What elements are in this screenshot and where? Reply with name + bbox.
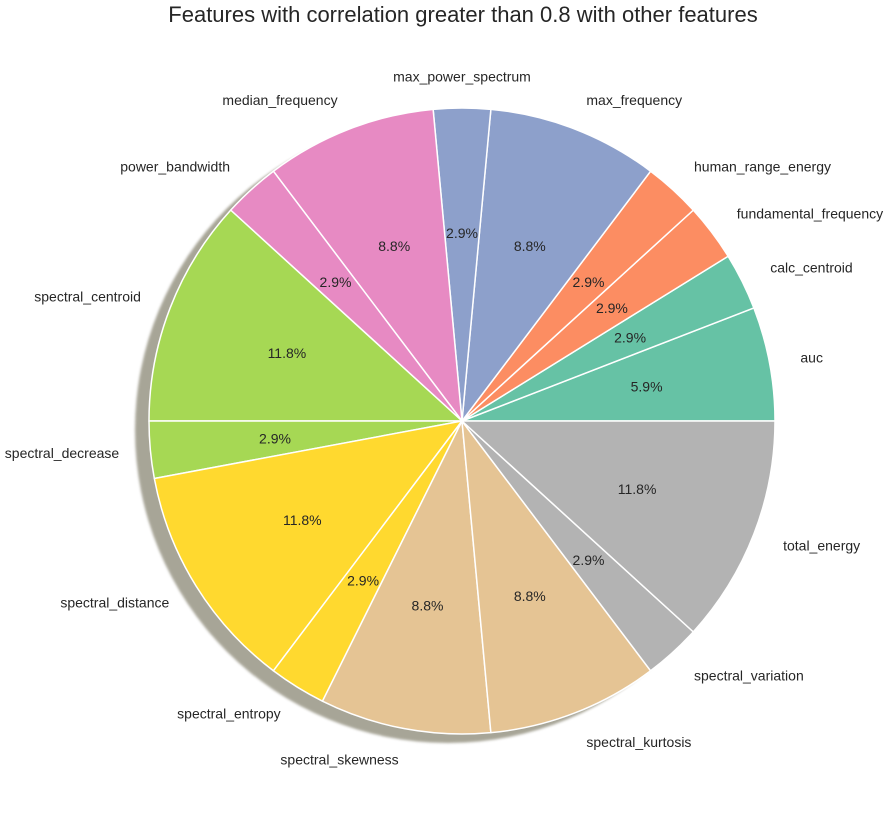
category-label-spectral-skewness: spectral_skewness bbox=[280, 751, 398, 767]
percent-label-spectral-entropy: 2.9% bbox=[347, 573, 379, 589]
percent-label-spectral-kurtosis: 8.8% bbox=[514, 588, 546, 604]
category-label-power-bandwidth: power_bandwidth bbox=[120, 159, 230, 175]
category-label-fundamental-frequency: fundamental_frequency bbox=[737, 206, 883, 222]
category-label-total-energy: total_energy bbox=[783, 537, 860, 553]
pie-slice-spectral-centroid bbox=[148, 209, 463, 422]
percent-labels: 5.9% 2.9% 2.9% 2.9% 8.8% 2.9% 8.8% 2.9% 11.8% 2.9… bbox=[259, 225, 663, 613]
percent-label-median-frequency: 8.8% bbox=[378, 238, 410, 254]
pie-slice-spectral-skewness bbox=[321, 420, 492, 735]
category-label-spectral-entropy: spectral_entropy bbox=[177, 706, 281, 722]
percent-label-human-range-energy: 2.9% bbox=[573, 274, 605, 290]
category-label-spectral-centroid: spectral_centroid bbox=[34, 289, 141, 305]
percent-label-calc-centroid: 2.9% bbox=[614, 329, 646, 345]
pie-slice-spectral-kurtosis bbox=[461, 420, 652, 734]
percent-label-max-frequency: 8.8% bbox=[514, 238, 546, 254]
percent-label-spectral-distance: 11.8% bbox=[283, 512, 322, 528]
percent-label-spectral-decrease: 2.9% bbox=[259, 430, 291, 446]
chart-title: Features with correlation greater than 0… bbox=[168, 2, 757, 27]
percent-label-total-energy: 11.8% bbox=[618, 481, 657, 497]
percent-label-fundamental-frequency: 2.9% bbox=[596, 300, 628, 316]
percent-label-auc: 5.9% bbox=[631, 379, 663, 395]
percent-label-spectral-skewness: 8.8% bbox=[412, 598, 444, 614]
category-label-human-range-energy: human_range_energy bbox=[694, 159, 831, 175]
pie-slice-median-frequency bbox=[272, 108, 463, 422]
category-label-spectral-decrease: spectral_decrease bbox=[5, 445, 120, 461]
category-label-median-frequency: median_frequency bbox=[222, 92, 337, 108]
percent-label-spectral-variation: 2.9% bbox=[573, 552, 605, 568]
category-label-spectral-variation: spectral_variation bbox=[694, 667, 804, 683]
category-label-auc: auc bbox=[800, 350, 823, 366]
percent-label-max-power-spectrum: 2.9% bbox=[446, 225, 478, 241]
category-label-calc-centroid: calc_centroid bbox=[770, 260, 853, 276]
category-labels: auc calc_centroid fundamental_frequency hum… bbox=[5, 69, 883, 768]
pie-slice-max-frequency bbox=[461, 108, 652, 422]
pie-slice-spectral-distance bbox=[153, 420, 463, 672]
category-label-spectral-distance: spectral_distance bbox=[60, 594, 169, 610]
pie-slices bbox=[148, 107, 776, 735]
percent-label-spectral-centroid: 11.8% bbox=[268, 345, 307, 361]
category-label-spectral-kurtosis: spectral_kurtosis bbox=[586, 734, 691, 750]
pie-slice-total-energy bbox=[461, 420, 776, 633]
percent-label-power-bandwidth: 2.9% bbox=[320, 274, 352, 290]
category-label-max-power-spectrum: max_power_spectrum bbox=[393, 69, 531, 85]
category-label-max-frequency: max_frequency bbox=[586, 92, 682, 108]
